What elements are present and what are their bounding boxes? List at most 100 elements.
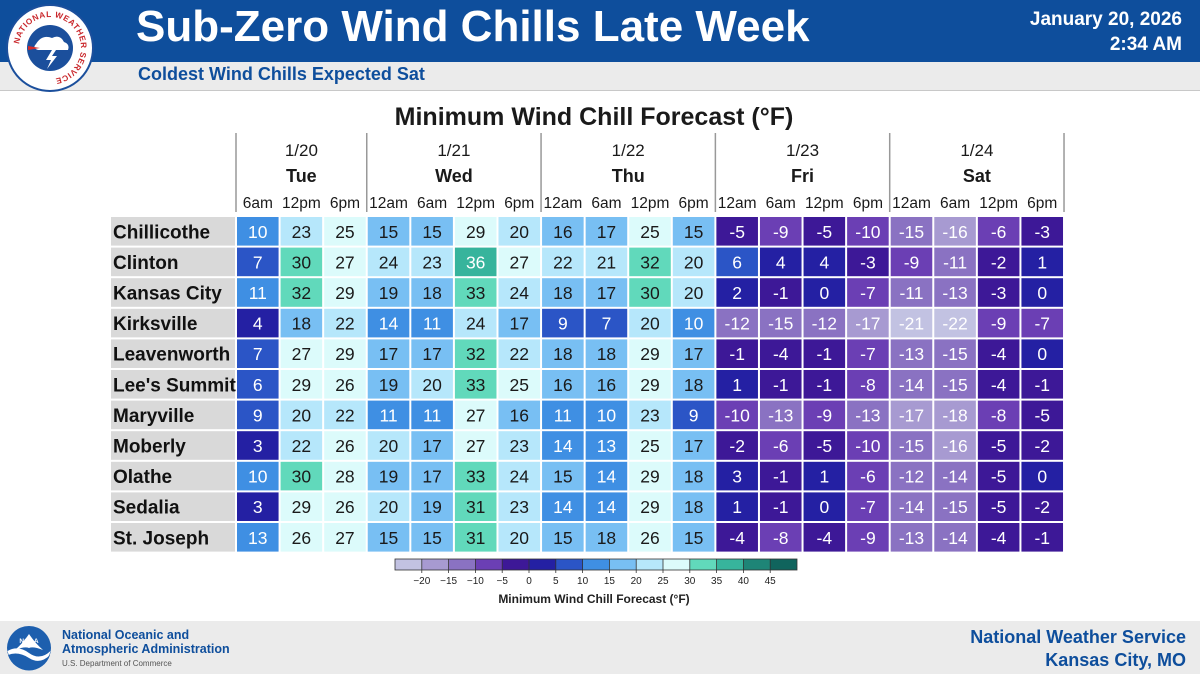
value-label: 26	[335, 497, 354, 517]
value-label: 32	[640, 252, 659, 272]
value-label: -4	[817, 528, 833, 548]
value-label: 15	[379, 528, 398, 548]
legend-title: Minimum Wind Chill Forecast (°F)	[498, 592, 689, 606]
value-cell	[237, 492, 279, 521]
value-cell	[629, 523, 671, 552]
value-cell	[934, 339, 976, 368]
value-label: -13	[855, 405, 880, 425]
value-label: 17	[510, 314, 529, 334]
value-label: 17	[422, 344, 441, 364]
city-label-bg	[111, 217, 235, 246]
value-cell	[542, 523, 584, 552]
value-label: 24	[510, 283, 530, 303]
value-label: 31	[466, 528, 485, 548]
value-cell	[759, 278, 802, 307]
legend-tick-label: 45	[765, 576, 777, 587]
value-cell	[934, 247, 976, 277]
value-cell	[237, 400, 279, 430]
value-label: -17	[855, 314, 880, 334]
value-label: -15	[942, 497, 967, 517]
city-label: Kansas City	[113, 284, 222, 305]
value-label: 25	[510, 375, 529, 395]
value-label: 1	[1037, 252, 1047, 272]
value-cell	[759, 217, 802, 246]
value-label: -4	[729, 528, 745, 548]
value-cell	[847, 400, 889, 430]
value-label: -21	[899, 314, 924, 334]
value-label: -14	[942, 467, 968, 487]
value-cell	[324, 370, 366, 399]
value-cell	[934, 431, 976, 460]
value-label: 22	[335, 405, 354, 425]
value-cell	[803, 431, 846, 460]
value-label: 9	[689, 405, 699, 425]
value-cell	[498, 217, 541, 246]
legend-swatch	[663, 559, 690, 570]
value-label: 1	[732, 375, 742, 395]
value-cell	[672, 339, 715, 368]
value-label: 22	[553, 252, 572, 272]
value-label: 23	[422, 252, 441, 272]
value-cell	[672, 492, 715, 521]
value-label: 29	[292, 497, 311, 517]
value-cell	[847, 370, 889, 399]
value-label: 14	[597, 497, 617, 517]
legend-tick-label: 10	[577, 576, 589, 587]
value-cell	[934, 217, 976, 246]
value-cell	[280, 492, 323, 521]
value-label: -8	[860, 375, 876, 395]
value-label: -5	[991, 467, 1007, 487]
value-label: -9	[773, 222, 789, 242]
value-label: -14	[942, 528, 968, 548]
value-label: -16	[942, 436, 967, 456]
value-cell	[934, 523, 976, 552]
time-label: 6am	[417, 195, 447, 212]
value-cell	[803, 339, 846, 368]
value-label: 25	[640, 222, 659, 242]
page-subtitle: Coldest Wind Chills Expected Sat	[138, 64, 425, 84]
value-cell	[977, 461, 1020, 491]
time-label: 6am	[940, 195, 970, 212]
value-cell	[716, 400, 758, 430]
subtitle-bar	[0, 62, 1200, 91]
value-cell	[847, 461, 889, 491]
time-label: 12am	[892, 195, 931, 212]
value-label: -16	[942, 222, 967, 242]
value-cell	[716, 278, 758, 307]
value-label: -5	[991, 436, 1007, 456]
value-cell	[324, 523, 366, 552]
value-cell	[585, 370, 628, 399]
value-cell	[411, 217, 453, 246]
value-label: 27	[466, 405, 485, 425]
legend-swatch	[529, 559, 556, 570]
day-date-label: 1/21	[437, 141, 470, 160]
value-label: -2	[991, 252, 1007, 272]
value-cell	[934, 400, 976, 430]
value-cell	[977, 492, 1020, 521]
value-label: 9	[253, 405, 263, 425]
value-label: 22	[335, 314, 354, 334]
value-label: 24	[379, 252, 399, 272]
value-cell	[977, 370, 1020, 399]
value-label: -9	[860, 528, 876, 548]
value-cell	[759, 461, 802, 491]
value-label: 6	[732, 252, 742, 272]
city-label: Leavenworth	[113, 345, 230, 366]
value-cell	[977, 400, 1020, 430]
value-cell	[542, 217, 584, 246]
value-cell	[716, 339, 758, 368]
value-label: -1	[817, 375, 833, 395]
day-date-label: 1/20	[285, 141, 318, 160]
value-cell	[411, 247, 453, 277]
value-cell	[498, 308, 541, 338]
value-label: 18	[684, 467, 703, 487]
value-cell	[498, 400, 541, 430]
value-cell	[672, 400, 715, 430]
value-cell	[847, 308, 889, 338]
value-label: 33	[466, 467, 485, 487]
value-label: -12	[725, 314, 750, 334]
value-cell	[585, 431, 628, 460]
value-cell	[977, 523, 1020, 552]
value-cell	[890, 308, 933, 338]
value-cell	[454, 523, 497, 552]
